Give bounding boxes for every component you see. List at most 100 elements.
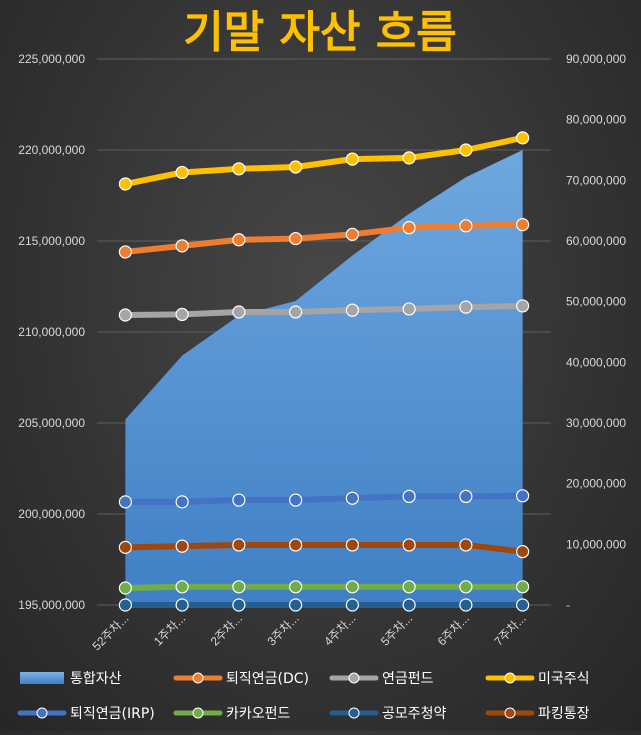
- left-tick-label: 220,000,000: [18, 143, 85, 157]
- data-point: [402, 151, 416, 165]
- data-point: [516, 598, 530, 612]
- data-point: [232, 580, 246, 594]
- legend-swatch-marker: [504, 707, 516, 719]
- data-point: [289, 580, 303, 594]
- legend-swatch-marker: [36, 707, 48, 719]
- legend-item: 퇴직연금(IRP): [17, 706, 155, 722]
- series-퇴직연금(DC): [118, 218, 530, 259]
- right-tick-label: 70,000,000: [566, 173, 626, 187]
- legend-item: 파킹통장: [485, 706, 590, 722]
- legend-label: 퇴직연금(IRP): [70, 706, 155, 722]
- data-point: [232, 538, 246, 552]
- data-point: [118, 540, 132, 554]
- legend-label: 공모주청약: [382, 706, 447, 722]
- legend-item: 통합자산: [20, 671, 122, 687]
- series-line: [122, 583, 526, 592]
- legend-label: 퇴직연금(DC): [226, 671, 309, 687]
- data-point: [232, 493, 246, 507]
- series-line: [122, 541, 526, 555]
- left-axis: 195,000,000 200,000,000 205,000,000 210,000…: [18, 52, 85, 612]
- data-point: [402, 302, 416, 316]
- data-point: [232, 598, 246, 612]
- x-tick-label: 2주차...: [208, 611, 245, 648]
- legend-label: 통합자산: [70, 671, 122, 687]
- data-point: [289, 598, 303, 612]
- data-point: [459, 300, 473, 314]
- legend-item: 공모주청약: [329, 706, 447, 722]
- left-tick-label: 195,000,000: [18, 598, 85, 612]
- data-point: [516, 131, 530, 145]
- legend-label: 미국주식: [538, 671, 590, 687]
- data-point: [118, 308, 132, 322]
- left-tick-label: 225,000,000: [18, 52, 85, 66]
- series-미국주식: [118, 131, 530, 191]
- data-point: [118, 177, 132, 191]
- series-카카오펀드: [118, 580, 530, 595]
- data-point: [118, 495, 132, 509]
- data-point: [289, 305, 303, 319]
- left-tick-label: 210,000,000: [18, 325, 85, 339]
- right-tick-label: 60,000,000: [566, 234, 626, 248]
- right-tick-label: 80,000,000: [566, 113, 626, 127]
- x-tick-label: 3주차...: [264, 611, 301, 648]
- data-point: [289, 538, 303, 552]
- data-point: [402, 598, 416, 612]
- legend-swatch-marker: [504, 672, 516, 684]
- right-tick-label: 10,000,000: [566, 537, 626, 551]
- data-point: [402, 538, 416, 552]
- data-point: [289, 160, 303, 174]
- data-point: [345, 303, 359, 317]
- legend-swatch-marker: [348, 672, 360, 684]
- legend-label: 카카오펀드: [226, 706, 291, 722]
- data-point: [232, 305, 246, 319]
- data-point: [345, 152, 359, 166]
- area-total-assets: [125, 150, 523, 605]
- left-tick-label: 205,000,000: [18, 416, 85, 430]
- data-point: [175, 539, 189, 553]
- x-tick-label: 52주차...: [89, 611, 131, 653]
- data-point: [175, 239, 189, 253]
- data-point: [402, 580, 416, 594]
- x-axis: 52주차... 1주차... 2주차... 3주차... 4주차... 5주차... 6주차…: [89, 611, 528, 653]
- legend-item: 카카오펀드: [173, 706, 291, 722]
- data-point: [459, 580, 473, 594]
- data-point: [516, 580, 530, 594]
- data-point: [289, 493, 303, 507]
- total-assets-area: [125, 150, 523, 605]
- data-point: [118, 245, 132, 259]
- right-tick-label: 90,000,000: [566, 52, 626, 66]
- series-파킹통장: [118, 538, 530, 559]
- series-lines: [118, 131, 530, 612]
- data-point: [289, 231, 303, 246]
- legend-label: 파킹통장: [538, 706, 590, 722]
- data-point: [345, 598, 359, 612]
- data-point: [118, 598, 132, 612]
- legend-label: 연금펀드: [382, 671, 434, 687]
- data-point: [345, 580, 359, 594]
- data-point: [516, 545, 530, 559]
- data-point: [516, 299, 530, 313]
- data-point: [345, 227, 359, 241]
- legend-item: 퇴직연금(DC): [173, 671, 309, 687]
- right-tick-label: 20,000,000: [566, 477, 626, 491]
- data-point: [232, 162, 246, 176]
- legend-item: 미국주식: [485, 671, 590, 687]
- x-tick-label: 5주차...: [378, 611, 415, 648]
- legend-swatch-marker: [192, 672, 204, 684]
- data-point: [459, 219, 473, 233]
- series-line: [122, 221, 526, 255]
- legend-item: 연금펀드: [329, 671, 434, 687]
- legend-swatch-marker: [348, 707, 360, 719]
- right-tick-label: -: [566, 598, 570, 612]
- data-point: [459, 538, 473, 552]
- x-tick-label: 7주차...: [491, 611, 528, 648]
- series-line: [122, 302, 526, 319]
- series-연금펀드: [118, 299, 530, 322]
- data-point: [459, 143, 473, 157]
- x-tick-label: 1주차...: [151, 611, 188, 648]
- data-point: [175, 580, 189, 594]
- data-point: [345, 491, 359, 505]
